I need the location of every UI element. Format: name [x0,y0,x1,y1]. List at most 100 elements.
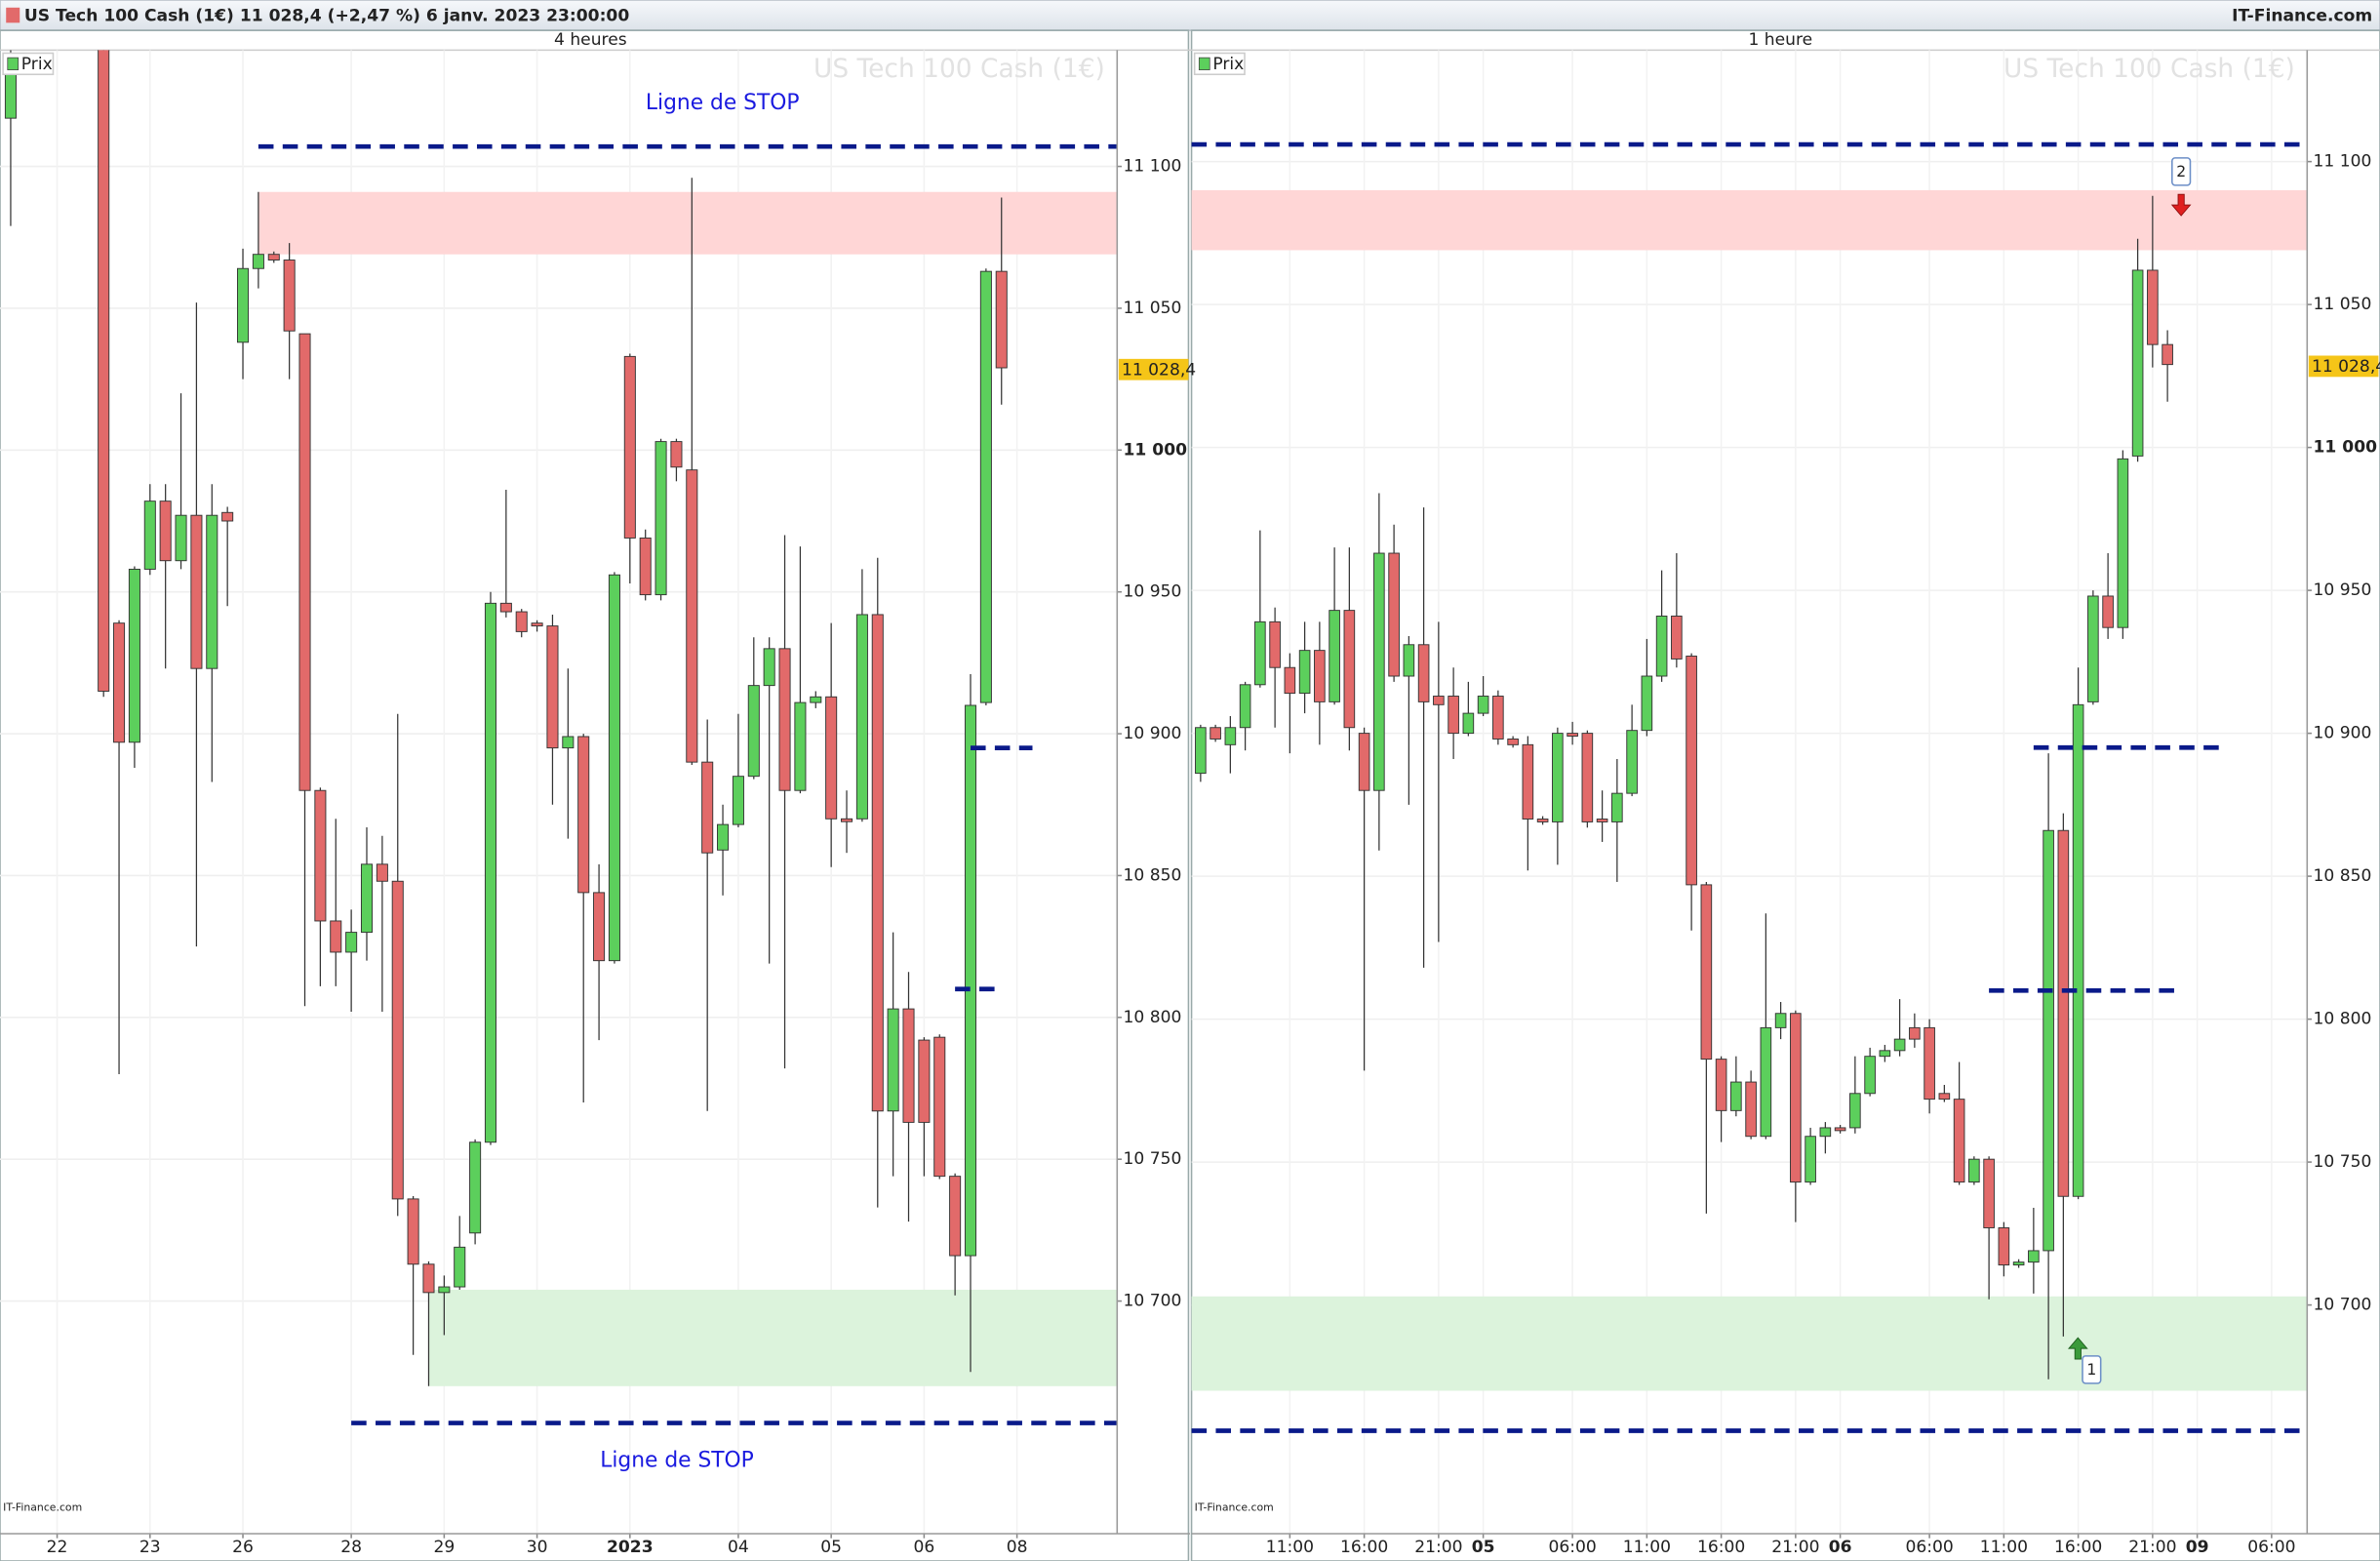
x-tick-label: 26 [232,1538,254,1557]
credit: IT-Finance.com [3,1501,82,1514]
candle-body [2148,270,2159,344]
x-tick-label: 08 [1007,1538,1028,1557]
x-tick-label: 05 [1472,1538,1495,1557]
candle-body [826,697,837,819]
candle-body [950,1177,961,1256]
y-tick-label: 10 700 [2314,1296,2372,1315]
y-tick-label: 10 700 [1124,1292,1182,1311]
candle-body [2013,1262,2024,1265]
candle-body [1850,1094,1861,1128]
candle-body [1880,1051,1890,1057]
candle-body [1359,734,1369,791]
panel-title: 1 heure [1748,30,1812,50]
candle-body [1255,621,1266,684]
zone [1192,190,2308,251]
candle-body [1820,1128,1831,1137]
candle-body [671,442,682,467]
x-tick-label: 11:00 [1623,1538,1671,1557]
candle-body [996,271,1007,368]
annotation: Ligne de STOP [646,91,800,115]
candle-body [811,697,821,702]
candle-body [1835,1128,1845,1131]
candle-body [2043,830,2054,1251]
candle-body [1999,1227,2009,1264]
candle-body [748,686,759,777]
candle-body [841,819,852,821]
y-tick-label: 10 750 [1124,1149,1182,1169]
candle-body [764,649,774,686]
panel-title: 4 heures [554,30,627,50]
candle-body [1939,1094,1950,1100]
legend-label: Prix [21,55,53,74]
candle-body [1612,793,1623,821]
candle-body [594,893,605,961]
y-tick-label: 10 950 [1124,582,1182,602]
y-tick-label: 10 900 [2314,724,2372,743]
candle-body [1954,1100,1964,1182]
y-tick-label: 10 850 [1124,865,1182,885]
x-tick-label: 09 [2186,1538,2209,1557]
x-tick-label: 30 [527,1538,548,1557]
candle-body [1775,1014,1786,1028]
candle-body [485,603,496,1141]
candle-body [2103,596,2114,627]
candle-body [1701,885,1712,1060]
candle-body [1404,645,1414,676]
candle-body [702,762,713,853]
candle-body [733,777,743,824]
x-tick-label: 06:00 [1548,1538,1596,1557]
candle-body [903,1009,914,1122]
candle-body [1597,820,1607,822]
candle-body [331,921,341,952]
candle-body [1210,728,1221,740]
candle-body [872,615,883,1111]
candle-body [919,1040,930,1122]
candle-body [1285,667,1295,693]
candle-body [346,933,357,952]
candle-body [2058,830,2069,1196]
x-tick-label: 05 [820,1538,842,1557]
candle-body [2088,596,2099,701]
candle-body [176,515,186,561]
candle-body [1791,1014,1802,1182]
candle-body [1478,697,1488,714]
candle-body [1463,713,1474,734]
candle-body [129,569,139,741]
candle-body [315,790,326,921]
x-tick-label: 16:00 [1697,1538,1745,1557]
candle-body [284,260,295,332]
candle-body [408,1199,418,1264]
candle-body [1627,731,1638,793]
last-price-label: 11 028,4 [1122,361,1196,380]
candle-body [207,515,218,668]
header-brand: IT-Finance.com [2232,6,2372,25]
candle-body [423,1264,434,1293]
candle-body [795,702,806,790]
candle-body [717,824,728,850]
last-price-label: 11 028,4 [2312,357,2380,377]
candle-body [2132,270,2143,456]
zone [258,192,1117,255]
x-tick-label: 11:00 [1266,1538,1314,1557]
candle-body [1761,1027,1771,1136]
x-tick-label: 06:00 [1905,1538,1953,1557]
candle-body [1582,734,1593,822]
x-tick-label: 21:00 [2128,1538,2176,1557]
y-tick-label: 10 750 [2314,1152,2372,1172]
candle-body [222,512,233,521]
candle-body [377,864,387,881]
candle-body [237,268,248,342]
x-tick-label: 21:00 [1771,1538,1819,1557]
y-tick-label: 11 100 [2314,152,2372,172]
x-tick-label: 11:00 [1980,1538,2028,1557]
x-tick-label: 2023 [607,1538,654,1557]
candle-body [1894,1039,1905,1051]
candle-body [578,737,589,893]
screen: US Tech 100 Cash (1€) 11 028,4 (+2,47 %)… [0,0,2380,1561]
candle-body [934,1037,945,1176]
y-tick-label: 11 100 [1124,157,1182,177]
candle-body [253,255,263,269]
candle-body [299,334,310,790]
candle-body [687,470,697,762]
candle-body [980,271,991,702]
